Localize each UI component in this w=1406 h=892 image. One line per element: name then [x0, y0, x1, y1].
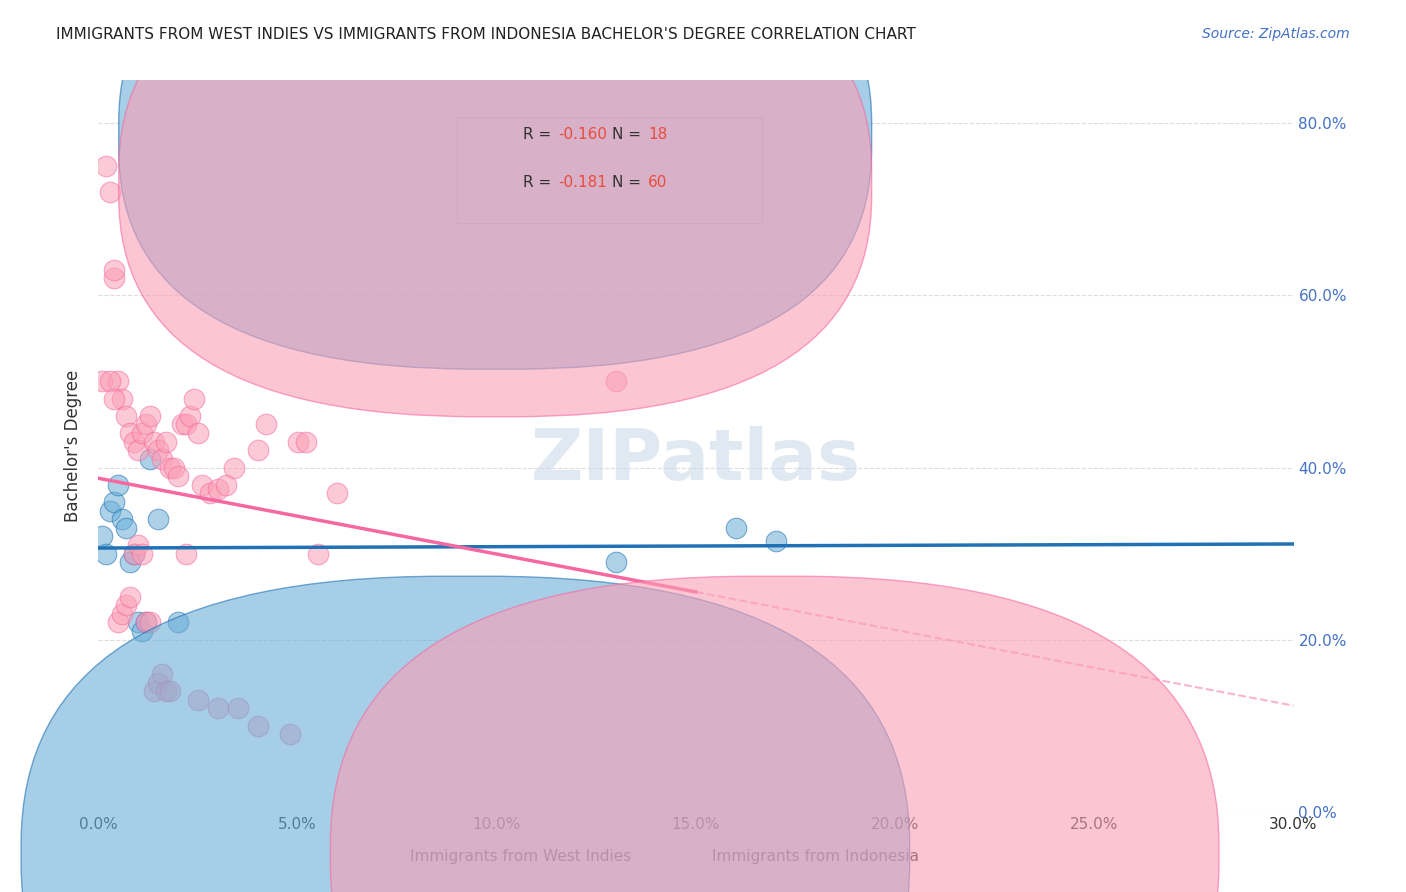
Point [143, 684, 166, 698]
Point [127, 538, 149, 552]
Point [183, 392, 205, 406]
Point [135, 615, 157, 630]
Point [246, 719, 269, 733]
Text: N =: N = [613, 127, 647, 142]
Point [107, 375, 129, 389]
Text: Immigrants from Indonesia: Immigrants from Indonesia [711, 849, 920, 863]
Point [111, 512, 134, 526]
Text: -0.181: -0.181 [558, 175, 607, 190]
Point [148, 675, 170, 690]
Point [226, 701, 249, 715]
Point [135, 417, 157, 432]
Point [124, 547, 146, 561]
Point [115, 598, 138, 612]
Point [148, 512, 170, 526]
Point [139, 409, 162, 423]
Point [179, 409, 201, 423]
Point [215, 477, 238, 491]
Point [150, 667, 173, 681]
Point [120, 590, 142, 604]
Point [287, 434, 309, 449]
Point [115, 409, 138, 423]
Point [148, 443, 170, 458]
Text: IMMIGRANTS FROM WEST INDIES VS IMMIGRANTS FROM INDONESIA BACHELOR'S DEGREE CORRE: IMMIGRANTS FROM WEST INDIES VS IMMIGRANT… [56, 27, 915, 42]
Point [98, 503, 122, 517]
Point [187, 693, 209, 707]
Point [131, 624, 153, 638]
Point [103, 495, 125, 509]
Point [139, 615, 162, 630]
Point [187, 426, 209, 441]
Point [159, 460, 181, 475]
Point [198, 486, 221, 500]
Point [115, 521, 138, 535]
Point [107, 615, 129, 630]
Text: Immigrants from West Indies: Immigrants from West Indies [409, 849, 631, 863]
FancyBboxPatch shape [118, 0, 872, 369]
FancyBboxPatch shape [457, 117, 762, 223]
Point [127, 615, 149, 630]
Point [159, 684, 181, 698]
Point [120, 426, 142, 441]
Text: 18: 18 [648, 127, 668, 142]
Point [124, 547, 146, 561]
Point [111, 607, 134, 621]
Point [246, 443, 269, 458]
Point [103, 392, 125, 406]
Point [254, 417, 277, 432]
Point [174, 417, 197, 432]
Point [124, 434, 146, 449]
Point [222, 460, 245, 475]
Point [103, 271, 125, 285]
Text: R =: R = [523, 127, 555, 142]
Point [167, 615, 190, 630]
Point [98, 375, 122, 389]
Point [91, 529, 114, 543]
Text: N =: N = [613, 175, 647, 190]
Point [91, 375, 114, 389]
Point [96, 159, 118, 173]
Point [96, 547, 118, 561]
Point [163, 460, 186, 475]
Point [131, 547, 153, 561]
Point [155, 434, 177, 449]
Point [174, 547, 197, 561]
Point [103, 262, 125, 277]
Point [326, 486, 349, 500]
Point [605, 555, 627, 569]
Point [294, 434, 316, 449]
Text: ZIPatlas: ZIPatlas [531, 426, 860, 495]
Point [98, 185, 122, 199]
Point [150, 451, 173, 466]
FancyBboxPatch shape [118, 0, 872, 417]
Text: Source: ZipAtlas.com: Source: ZipAtlas.com [1202, 27, 1350, 41]
Point [207, 482, 229, 496]
Point [307, 547, 329, 561]
Point [605, 375, 627, 389]
Point [765, 533, 787, 548]
Text: R =: R = [523, 175, 555, 190]
Y-axis label: Bachelor's Degree: Bachelor's Degree [65, 370, 83, 522]
Text: -0.160: -0.160 [558, 127, 607, 142]
Point [167, 469, 190, 483]
Point [724, 521, 747, 535]
Point [127, 443, 149, 458]
Point [172, 417, 194, 432]
Point [143, 434, 166, 449]
Point [135, 615, 157, 630]
Point [139, 451, 162, 466]
Point [155, 684, 177, 698]
Point [107, 477, 129, 491]
Point [111, 392, 134, 406]
Point [207, 701, 229, 715]
Point [191, 477, 214, 491]
Point [131, 426, 153, 441]
Point [120, 555, 142, 569]
Point [278, 727, 301, 741]
Text: 60: 60 [648, 175, 668, 190]
